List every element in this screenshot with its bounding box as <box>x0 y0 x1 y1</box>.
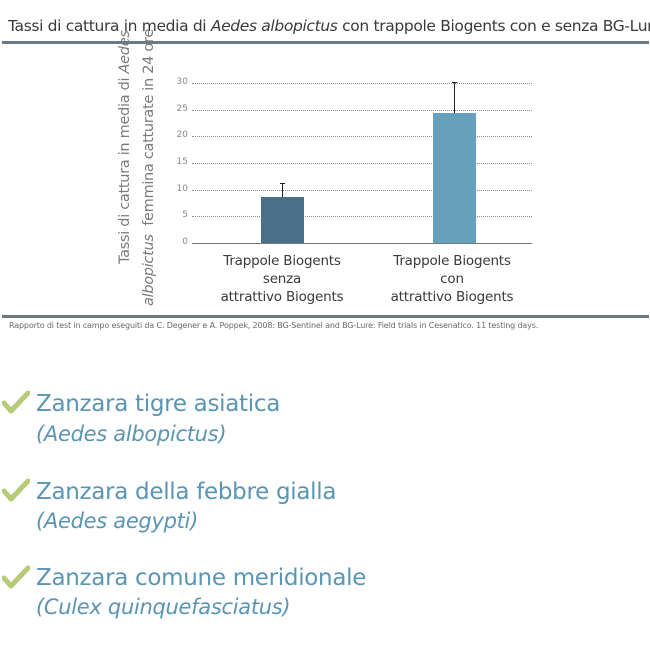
x-label-without-lure: Trappole Biogents senza attrattivo Bioge… <box>220 253 344 305</box>
y-axis-label-line1: Tassi di cattura in media di Aedes <box>117 30 133 264</box>
species-common-name: Zanzara tigre asiatica <box>36 391 280 417</box>
title-species: Aedes albopictus <box>210 17 338 35</box>
species-common-name: Zanzara comune meridionale <box>36 565 367 591</box>
error-bar-cap <box>280 182 285 185</box>
y-tick-label: 5 <box>182 210 188 221</box>
gridline <box>192 109 532 111</box>
bar-with-lure <box>433 112 476 243</box>
error-bar-cap <box>452 81 457 84</box>
gridline <box>192 189 532 191</box>
y-tick-label: 30 <box>176 77 188 87</box>
check-icon <box>2 478 30 502</box>
check-icon <box>2 565 30 589</box>
y-tick-label: 10 <box>176 183 188 194</box>
y-axis-label-line2: albopictus femmina catturate in 24 ore <box>141 29 157 306</box>
y-tick-label: 20 <box>176 130 188 141</box>
species-scientific-name: (Culex quinquefasciatus) <box>36 595 291 619</box>
y-tick-label: 25 <box>176 103 188 114</box>
y-tick-label: 0 <box>182 237 188 247</box>
gridline <box>192 83 532 84</box>
title-text: Tassi di cattura in media di <box>8 17 211 35</box>
gridline <box>192 136 532 138</box>
x-label-with-lure: Trappole Biogents con attrattivo Biogent… <box>390 253 514 305</box>
bar-without-lure <box>261 196 304 243</box>
error-bar <box>453 81 456 113</box>
check-icon <box>2 390 30 414</box>
source-footnote: Rapporto di test in campo eseguiti da C.… <box>9 321 539 330</box>
species-common-name: Zanzara della febbre gialla <box>36 479 337 505</box>
species-scientific-name: (Aedes aegypti) <box>36 509 198 533</box>
species-scientific-name: (Aedes albopictus) <box>36 422 227 446</box>
title-text-end: con trappole Biogents con e senza BG-Lur… <box>337 17 650 35</box>
bottom-divider <box>2 315 649 318</box>
gridline <box>192 216 532 218</box>
gridline <box>192 163 532 164</box>
error-bar <box>281 182 284 197</box>
top-divider <box>2 41 649 44</box>
x-axis-line <box>192 243 532 244</box>
y-tick-label: 15 <box>176 157 188 167</box>
chart-title: Tassi di cattura in media di Aedes albop… <box>8 17 650 35</box>
